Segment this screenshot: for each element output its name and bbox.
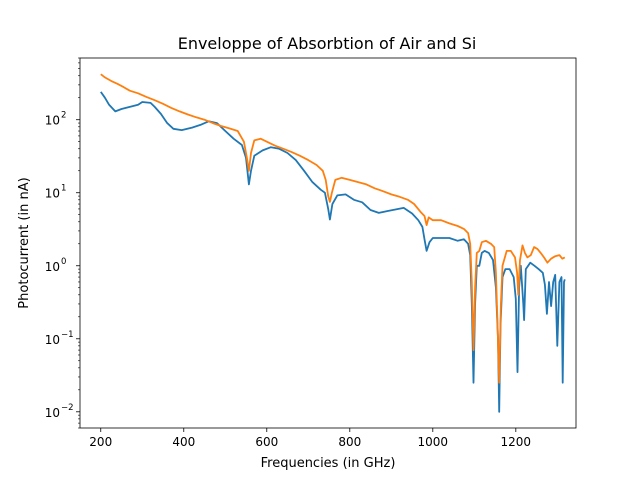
x-tick-label: 600 [255,435,278,449]
series-line-2 [100,73,566,384]
x-tick-label: 800 [338,435,361,449]
y-tick-label: 10 [45,187,60,201]
y-tick-exponent: −1 [61,330,74,340]
y-tick-exponent: 1 [61,184,66,194]
y-tick-label: 10 [45,406,60,420]
y-tick-exponent: −2 [61,403,74,413]
y-tick-label: 10 [45,114,60,128]
y-tick-label: 10 [45,260,60,274]
x-tick-label: 1200 [501,435,532,449]
x-axis-label: Frequencies (in GHz) [261,456,396,471]
y-tick-label: 10 [45,333,60,347]
plot-frame [79,57,577,429]
chart-title: Enveloppe of Absorbtion of Air and Si [178,34,477,53]
x-tick-label: 200 [89,435,112,449]
x-axis-ticks: 200 400 600 800 1000 1200 [89,428,531,449]
x-tick-label: 400 [172,435,195,449]
y-tick-exponent: 2 [61,111,66,121]
series-layer [100,73,566,413]
x-tick-label: 1000 [418,435,449,449]
y-axis-label: Photocurrent (in nA) [17,177,32,308]
y-tick-exponent: 0 [61,257,66,267]
